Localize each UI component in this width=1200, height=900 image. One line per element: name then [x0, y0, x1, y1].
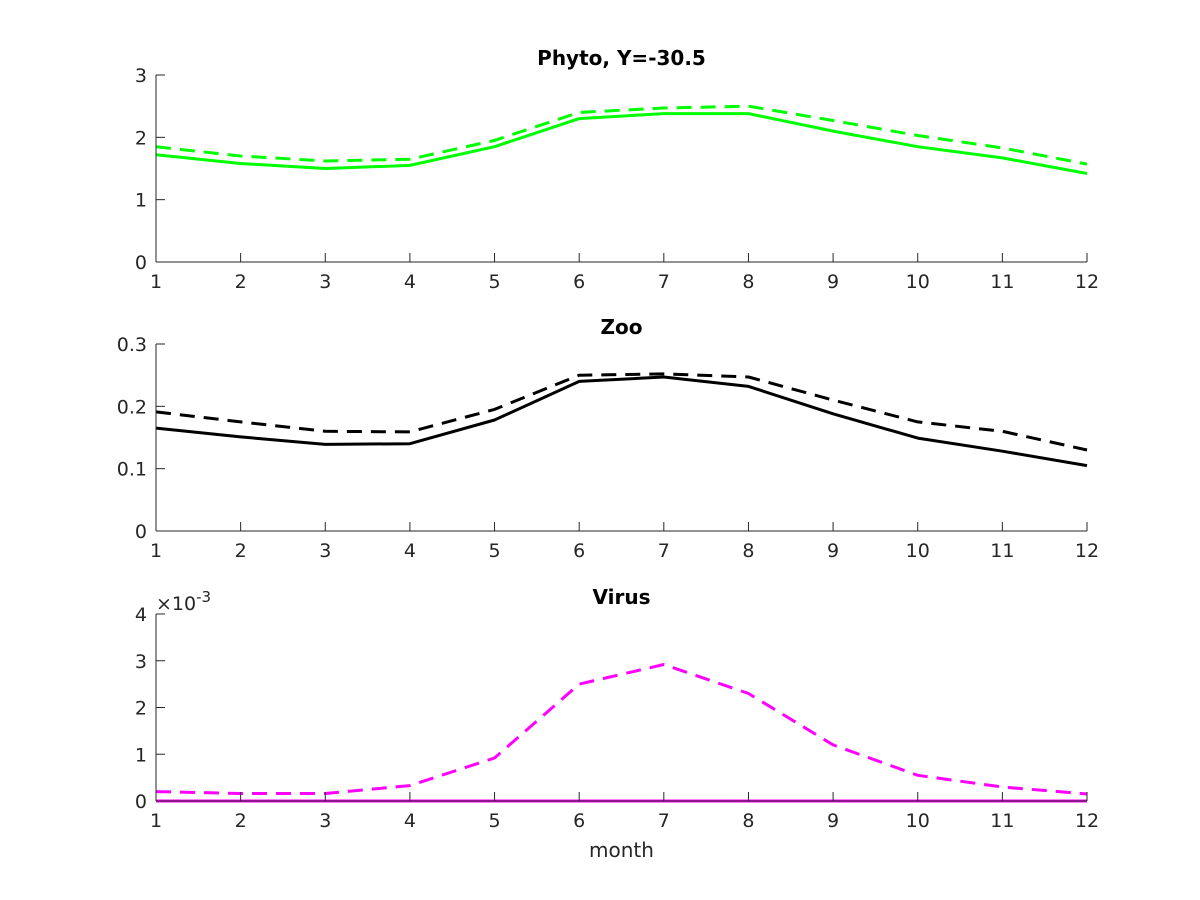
x-tick-label: 10 [906, 271, 930, 293]
series-line-solid [155, 375, 1088, 468]
x-tick-label: 1 [150, 540, 162, 562]
x-tick-label: 4 [404, 810, 416, 832]
chart-title: Zoo [601, 315, 643, 339]
y-tick-label: 0 [135, 252, 147, 274]
y-tick-label: 0 [135, 791, 147, 813]
y-tick-label: 4 [135, 604, 147, 626]
x-tick-label: 6 [573, 271, 585, 293]
x-tick-label: 6 [573, 540, 585, 562]
x-tick-label: 11 [990, 271, 1014, 293]
y-tick-label: 0.2 [117, 396, 147, 418]
x-tick-label: 7 [658, 271, 670, 293]
y-tick-label: 3 [135, 65, 147, 87]
x-tick-label: 8 [742, 271, 754, 293]
x-tick-label: 10 [906, 810, 930, 832]
x-tick-label: 7 [658, 810, 670, 832]
x-tick-label: 5 [488, 540, 500, 562]
y-tick-label: 2 [135, 127, 147, 149]
x-tick-label: 12 [1075, 540, 1099, 562]
series-line-dashed [155, 372, 1088, 452]
x-tick-label: 3 [319, 271, 331, 293]
y-tick-label: 0.3 [117, 334, 147, 356]
x-tick-label: 2 [235, 810, 247, 832]
x-tick-label: 12 [1075, 810, 1099, 832]
x-tick-label: 3 [319, 810, 331, 832]
x-tick-label: 10 [906, 540, 930, 562]
x-tick-label: 8 [742, 540, 754, 562]
x-tick-label: 11 [990, 810, 1014, 832]
y-exponent-label: ×10-3 [156, 588, 211, 615]
x-tick-label: 4 [404, 271, 416, 293]
chart-title: Virus [593, 585, 651, 609]
y-tick-label: 0 [135, 521, 147, 543]
x-tick-label: 5 [488, 810, 500, 832]
x-tick-label: 7 [658, 540, 670, 562]
series-line-dashed [155, 104, 1088, 166]
x-tick-label: 3 [319, 540, 331, 562]
x-tick-label: 11 [990, 540, 1014, 562]
x-tick-label: 2 [235, 271, 247, 293]
series-line-dashed [155, 663, 1088, 796]
x-tick-label: 9 [827, 540, 839, 562]
x-tick-label: 5 [488, 271, 500, 293]
x-tick-label: 12 [1075, 271, 1099, 293]
series-line-solid [155, 112, 1088, 175]
y-tick-label: 3 [135, 651, 147, 673]
x-tick-label: 9 [827, 271, 839, 293]
x-tick-label: 4 [404, 540, 416, 562]
x-tick-label: 8 [742, 810, 754, 832]
x-tick-label: 9 [827, 810, 839, 832]
y-tick-label: 1 [135, 190, 147, 212]
x-axis-label: month [589, 838, 654, 862]
x-tick-label: 1 [150, 271, 162, 293]
y-tick-label: 1 [135, 744, 147, 766]
y-tick-label: 2 [135, 698, 147, 720]
y-tick-label: 0.1 [117, 459, 147, 481]
chart-title: Phyto, Y=-30.5 [537, 46, 706, 70]
x-tick-label: 2 [235, 540, 247, 562]
y-exponent-base: ×10 [156, 593, 196, 615]
x-tick-label: 6 [573, 810, 585, 832]
x-tick-label: 1 [150, 810, 162, 832]
y-exponent-power: -3 [196, 588, 211, 606]
